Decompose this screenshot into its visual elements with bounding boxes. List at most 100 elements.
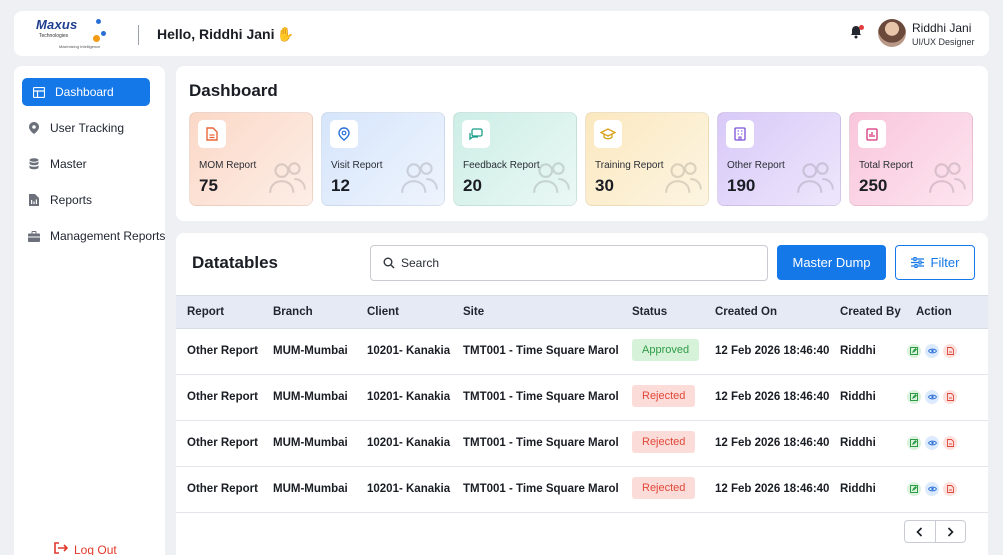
row-actions bbox=[907, 482, 957, 496]
report-file-icon bbox=[28, 194, 40, 206]
search-icon bbox=[383, 257, 395, 269]
logout-button[interactable]: Log Out bbox=[54, 542, 117, 555]
logo-dot bbox=[96, 19, 101, 24]
filter-sliders-icon bbox=[910, 257, 924, 268]
chevron-right-icon bbox=[947, 526, 954, 537]
database-icon bbox=[28, 158, 40, 170]
column-header[interactable]: Created By bbox=[840, 306, 901, 318]
cell-branch: MUM-Mumbai bbox=[273, 345, 348, 357]
sidebar-item-label: Master bbox=[50, 157, 87, 171]
card-value: 20 bbox=[463, 176, 482, 195]
graduation-cap-icon bbox=[594, 120, 622, 148]
prev-page-button[interactable] bbox=[905, 521, 935, 542]
logo-dot bbox=[93, 35, 100, 42]
cell-report: Other Report bbox=[187, 437, 258, 449]
edit-icon[interactable] bbox=[907, 482, 921, 496]
location-pin-icon bbox=[330, 120, 358, 148]
chevron-left-icon bbox=[916, 526, 923, 537]
card-value: 190 bbox=[727, 176, 756, 195]
column-header[interactable]: Created On bbox=[715, 306, 777, 318]
search-placeholder: Search bbox=[401, 256, 440, 270]
card-training-report[interactable]: Training Report 30 bbox=[585, 112, 709, 206]
card-value: 75 bbox=[199, 176, 218, 195]
card-value: 250 bbox=[859, 176, 888, 195]
card-label: Feedback Report bbox=[463, 160, 540, 171]
eye-icon[interactable] bbox=[925, 436, 939, 450]
chat-icon bbox=[462, 120, 490, 148]
users-icon bbox=[401, 162, 438, 193]
master-dump-button[interactable]: Master Dump bbox=[777, 245, 886, 280]
cell-branch: MUM-Mumbai bbox=[273, 391, 348, 403]
sidebar-item-label: Reports bbox=[50, 193, 93, 207]
card-label: Total Report bbox=[859, 160, 913, 171]
sidebar-item-management-reports[interactable]: Management Reports bbox=[22, 222, 167, 250]
card-total-report[interactable]: Total Report 250 bbox=[849, 112, 973, 206]
row-actions bbox=[907, 390, 957, 404]
cell-created-by: Riddhi bbox=[840, 391, 876, 403]
maxus-logo[interactable]: Maxus Technologies Maximizing Intelligen… bbox=[36, 17, 106, 51]
sidebar-item-dashboard[interactable]: Dashboard bbox=[22, 78, 150, 106]
pdf-icon[interactable] bbox=[943, 436, 957, 450]
page-title: Dashboard bbox=[189, 81, 278, 100]
pdf-icon[interactable] bbox=[943, 482, 957, 496]
filter-button[interactable]: Filter bbox=[895, 245, 975, 280]
logo-tagline: Maximizing Intelligence bbox=[59, 44, 101, 49]
cell-site: TMT001 - Time Square Marol bbox=[463, 483, 619, 495]
pdf-icon[interactable] bbox=[943, 390, 957, 404]
users-icon bbox=[797, 162, 834, 193]
column-header[interactable]: Branch bbox=[273, 306, 313, 318]
sidebar-item-label: Dashboard bbox=[55, 85, 114, 99]
table-row[interactable]: Other Report MUM-Mumbai 10201- Kanakia TMT0… bbox=[176, 421, 988, 467]
status-badge: Rejected bbox=[632, 431, 696, 453]
edit-icon[interactable] bbox=[907, 390, 921, 404]
avatar[interactable] bbox=[878, 19, 906, 47]
card-label: Other Report bbox=[727, 160, 785, 171]
sidebar-item-reports[interactable]: Reports bbox=[22, 186, 150, 214]
card-feedback-report[interactable]: Feedback Report 20 bbox=[453, 112, 577, 206]
user-name[interactable]: Riddhi Jani bbox=[912, 21, 972, 35]
column-header: Action bbox=[916, 306, 952, 318]
table-row[interactable]: Other Report MUM-Mumbai 10201- Kanakia TMT0… bbox=[176, 329, 988, 375]
search-input[interactable]: Search bbox=[370, 245, 768, 281]
logo-dot bbox=[101, 31, 106, 36]
cell-branch: MUM-Mumbai bbox=[273, 437, 348, 449]
cell-created-on: 12 Feb 2026 18:46:40 bbox=[715, 483, 830, 495]
users-icon bbox=[665, 162, 702, 193]
card-value: 30 bbox=[595, 176, 614, 195]
edit-icon[interactable] bbox=[907, 344, 921, 358]
card-visit-report[interactable]: Visit Report 12 bbox=[321, 112, 445, 206]
next-page-button[interactable] bbox=[934, 521, 966, 542]
sidebar-item-user-tracking[interactable]: User Tracking bbox=[22, 114, 150, 142]
card-mom-report[interactable]: MOM Report 75 bbox=[189, 112, 313, 206]
table-row[interactable]: Other Report MUM-Mumbai 10201- Kanakia TMT0… bbox=[176, 467, 988, 513]
cell-client: 10201- Kanakia bbox=[367, 345, 451, 357]
filter-label: Filter bbox=[930, 255, 960, 270]
greeting-text: Hello, Riddhi Jani bbox=[157, 26, 275, 42]
cell-client: 10201- Kanakia bbox=[367, 437, 451, 449]
notification-dot bbox=[859, 25, 864, 30]
logout-label: Log Out bbox=[74, 542, 117, 555]
column-header[interactable]: Client bbox=[367, 306, 399, 318]
waving-hand-icon: ✋ bbox=[276, 26, 294, 42]
datatable-title: Datatables bbox=[192, 253, 278, 272]
logo-sub: Technologies bbox=[39, 33, 69, 39]
column-header[interactable]: Status bbox=[632, 306, 668, 318]
eye-icon[interactable] bbox=[925, 390, 939, 404]
column-header[interactable]: Report bbox=[187, 306, 225, 318]
cell-client: 10201- Kanakia bbox=[367, 391, 451, 403]
user-role: UI/UX Designer bbox=[912, 37, 975, 47]
table-row[interactable]: Other Report MUM-Mumbai 10201- Kanakia TMT0… bbox=[176, 375, 988, 421]
cell-created-by: Riddhi bbox=[840, 345, 876, 357]
card-other-report[interactable]: Other Report 190 bbox=[717, 112, 841, 206]
edit-icon[interactable] bbox=[907, 436, 921, 450]
notification-bell-icon[interactable] bbox=[850, 25, 864, 41]
pdf-icon[interactable] bbox=[943, 344, 957, 358]
logout-icon bbox=[54, 542, 69, 555]
row-actions bbox=[907, 436, 957, 450]
eye-icon[interactable] bbox=[925, 482, 939, 496]
cell-site: TMT001 - Time Square Marol bbox=[463, 437, 619, 449]
column-header[interactable]: Site bbox=[463, 306, 485, 318]
sidebar-item-master[interactable]: Master bbox=[22, 150, 150, 178]
eye-icon[interactable] bbox=[925, 344, 939, 358]
card-label: Training Report bbox=[595, 160, 664, 171]
